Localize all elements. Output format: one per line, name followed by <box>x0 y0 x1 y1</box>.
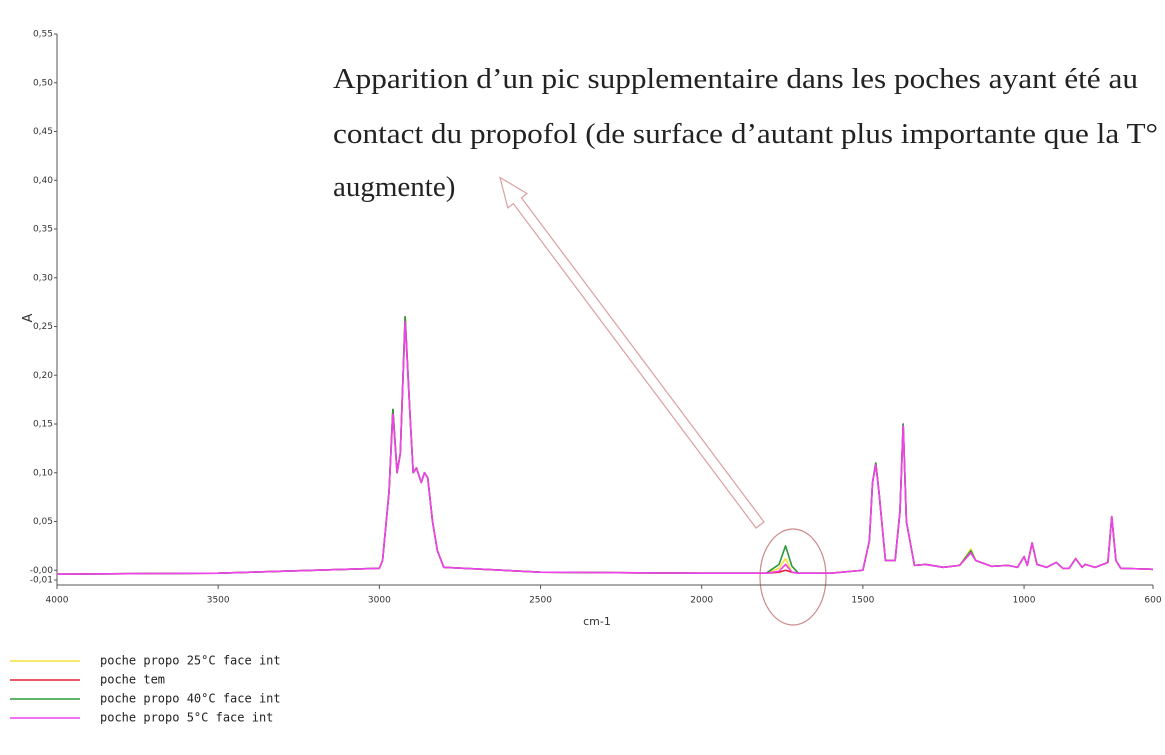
y-tick-label: 0,15 <box>33 420 53 430</box>
legend-label: poche propo 5°C face int <box>100 711 273 725</box>
highlight-circle <box>759 528 827 626</box>
y-tick-label: 0,35 <box>33 225 53 235</box>
y-tick-label: -0,01 <box>30 576 53 586</box>
legend-label: poche propo 40°C face int <box>100 692 281 706</box>
annotation-line: augmente) <box>333 171 455 203</box>
y-tick-label: -0,00 <box>30 566 54 576</box>
x-tick-label: 2500 <box>529 596 552 606</box>
y-tick-label: 0,50 <box>33 78 53 88</box>
y-tick-label: 0,55 <box>33 30 53 40</box>
legend-label: poche tem <box>100 673 165 687</box>
y-axis-label: A <box>21 313 36 322</box>
series-line <box>56 320 1154 575</box>
x-tick-label: 3000 <box>368 596 391 606</box>
y-tick-label: 0,45 <box>33 127 53 137</box>
y-tick-label: 0,05 <box>33 517 53 527</box>
series-line <box>56 315 1154 575</box>
annotation-line: contact du propofol (de surface d’autant… <box>333 118 1158 150</box>
legend-label: poche propo 25°C face int <box>100 654 281 668</box>
x-tick-label: 1500 <box>851 596 874 606</box>
y-tick-label: 0,10 <box>33 468 53 478</box>
x-tick-label: 600 <box>1144 596 1161 606</box>
y-tick-label: 0,25 <box>33 322 53 332</box>
x-axis-label: cm-1 <box>583 615 611 628</box>
x-tick-label: 3500 <box>207 596 230 606</box>
annotation-line: Apparition d’un pic supplementaire dans … <box>333 63 1138 95</box>
x-tick-label: 1000 <box>1013 596 1036 606</box>
y-tick-label: 0,30 <box>33 273 53 283</box>
x-tick-label: 4000 <box>46 596 69 606</box>
x-tick-label: 2000 <box>690 596 713 606</box>
y-tick-label: 0,20 <box>33 371 53 381</box>
y-tick-label: 0,40 <box>33 176 53 186</box>
series-line <box>56 315 1154 575</box>
annotation-arrow <box>499 176 765 529</box>
series-line <box>56 315 1154 575</box>
